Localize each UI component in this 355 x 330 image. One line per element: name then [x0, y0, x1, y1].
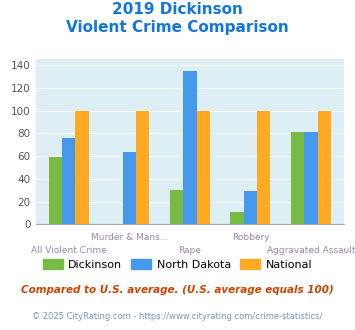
- Text: Rape: Rape: [179, 246, 201, 255]
- Text: All Violent Crime: All Violent Crime: [31, 246, 107, 255]
- Legend: Dickinson, North Dakota, National: Dickinson, North Dakota, National: [38, 255, 317, 274]
- Text: Violent Crime Comparison: Violent Crime Comparison: [66, 20, 289, 35]
- Text: © 2025 CityRating.com - https://www.cityrating.com/crime-statistics/: © 2025 CityRating.com - https://www.city…: [32, 312, 323, 321]
- Text: Robbery: Robbery: [232, 233, 269, 242]
- Bar: [136, 111, 149, 224]
- Bar: [62, 138, 76, 224]
- Text: Compared to U.S. average. (U.S. average equals 100): Compared to U.S. average. (U.S. average …: [21, 285, 334, 295]
- Text: Aggravated Assault: Aggravated Assault: [267, 246, 355, 255]
- Bar: [183, 71, 197, 224]
- Bar: [123, 151, 136, 224]
- Text: Murder & Mans...: Murder & Mans...: [91, 233, 168, 242]
- Text: 2019 Dickinson: 2019 Dickinson: [112, 2, 243, 16]
- Bar: [170, 190, 183, 224]
- Bar: [230, 212, 244, 224]
- Bar: [244, 191, 257, 224]
- Bar: [304, 132, 318, 224]
- Bar: [318, 111, 331, 224]
- Bar: [291, 132, 304, 224]
- Bar: [49, 157, 62, 224]
- Bar: [76, 111, 89, 224]
- Bar: [257, 111, 271, 224]
- Bar: [197, 111, 210, 224]
